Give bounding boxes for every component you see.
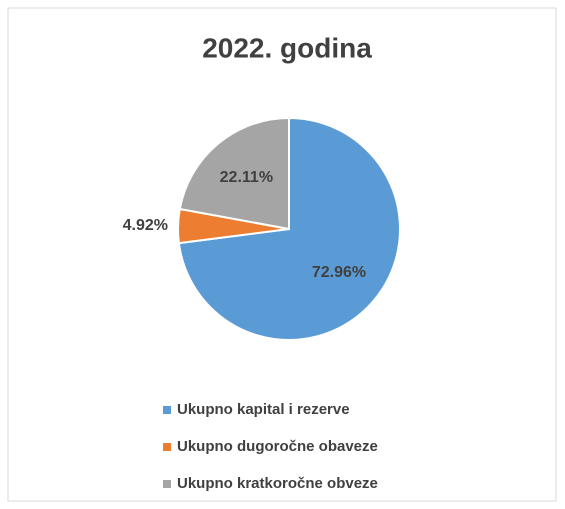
data-label: 22.11% [220,169,273,186]
legend-swatch [163,406,171,414]
legend-label: Ukupno kapital i rezerve [177,401,350,418]
legend-swatch [163,480,171,488]
legend-label: Ukupno dugoročne obaveze [177,438,378,455]
data-label: 72.96% [312,264,366,281]
legend-swatch [163,443,171,451]
chart-title: 2022. godina [202,32,372,63]
pie-slice [178,116,290,231]
data-label: 4.92% [123,217,168,234]
legend-label: Ukupno kratkoročne obveze [177,475,378,492]
